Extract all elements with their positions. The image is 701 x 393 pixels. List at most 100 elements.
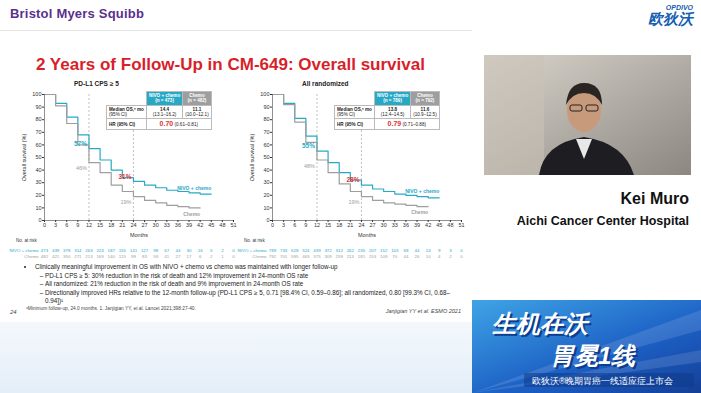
- svg-text:439: 439: [313, 248, 321, 253]
- svg-text:24: 24: [130, 222, 136, 228]
- svg-text:70: 70: [392, 254, 397, 259]
- svg-text:482: 482: [41, 254, 49, 259]
- svg-text:473: 473: [41, 248, 49, 253]
- svg-text:109: 109: [380, 254, 388, 259]
- svg-text:41: 41: [164, 254, 169, 259]
- svg-text:42: 42: [425, 222, 431, 228]
- svg-text:40: 40: [263, 167, 269, 173]
- svg-text:263: 263: [85, 248, 93, 253]
- svg-text:42: 42: [197, 222, 203, 228]
- svg-text:27: 27: [175, 254, 180, 259]
- svg-text:21: 21: [119, 222, 125, 228]
- svg-text:Chemo: Chemo: [252, 254, 267, 259]
- svg-text:90: 90: [35, 104, 41, 110]
- svg-text:309: 309: [324, 254, 332, 259]
- svg-text:6: 6: [293, 222, 296, 228]
- svg-text:30: 30: [187, 248, 192, 253]
- svg-text:16: 16: [198, 248, 203, 253]
- svg-text:50: 50: [263, 154, 269, 160]
- svg-text:28%: 28%: [346, 176, 359, 183]
- svg-text:99: 99: [131, 254, 136, 259]
- svg-text:44: 44: [175, 248, 180, 253]
- svg-text:36: 36: [175, 222, 181, 228]
- svg-text:Chemo: Chemo: [183, 211, 200, 217]
- svg-text:67: 67: [164, 248, 169, 253]
- svg-text:789: 789: [269, 248, 277, 253]
- svg-text:100: 100: [32, 91, 41, 97]
- svg-text:235: 235: [358, 248, 366, 253]
- svg-text:0: 0: [43, 222, 46, 228]
- svg-text:Months: Months: [130, 232, 148, 238]
- svg-text:314: 314: [74, 248, 82, 253]
- svg-text:792: 792: [269, 254, 277, 259]
- svg-text:6: 6: [65, 222, 68, 228]
- svg-text:44: 44: [415, 248, 420, 253]
- svg-text:421: 421: [52, 254, 60, 259]
- svg-text:31%: 31%: [118, 173, 131, 180]
- svg-text:0: 0: [38, 217, 41, 223]
- svg-text:NIVO + chemo: NIVO + chemo: [238, 248, 267, 253]
- svg-text:21: 21: [347, 222, 353, 228]
- svg-text:Overall survival (%): Overall survival (%): [249, 134, 255, 182]
- svg-text:Months: Months: [358, 232, 376, 238]
- svg-text:0: 0: [232, 248, 235, 253]
- svg-text:80: 80: [35, 116, 41, 122]
- svg-text:45: 45: [208, 222, 214, 228]
- svg-text:80: 80: [263, 116, 269, 122]
- svg-text:55%: 55%: [302, 142, 315, 149]
- svg-text:375: 375: [313, 254, 321, 259]
- svg-text:439: 439: [52, 248, 60, 253]
- svg-text:2: 2: [221, 248, 224, 253]
- svg-text:27: 27: [141, 222, 147, 228]
- svg-text:115: 115: [119, 254, 127, 259]
- svg-text:9: 9: [76, 222, 79, 228]
- svg-text:Chemo: Chemo: [24, 254, 39, 259]
- svg-text:10: 10: [35, 205, 41, 211]
- svg-text:140: 140: [108, 254, 116, 259]
- svg-text:0: 0: [460, 248, 463, 253]
- svg-text:57%: 57%: [74, 140, 87, 147]
- svg-text:33: 33: [164, 222, 170, 228]
- svg-text:20: 20: [263, 192, 269, 198]
- svg-text:262: 262: [347, 248, 355, 253]
- svg-text:30: 30: [153, 222, 159, 228]
- svg-text:0: 0: [271, 222, 274, 228]
- svg-text:45: 45: [436, 222, 442, 228]
- svg-text:60: 60: [35, 142, 41, 148]
- svg-text:155: 155: [119, 248, 127, 253]
- svg-text:68: 68: [403, 248, 408, 253]
- svg-text:30: 30: [381, 222, 387, 228]
- svg-text:213: 213: [347, 254, 355, 259]
- svg-text:10: 10: [426, 254, 431, 259]
- svg-text:Chemo: Chemo: [411, 209, 428, 215]
- svg-text:19%: 19%: [120, 199, 131, 205]
- svg-text:48%: 48%: [304, 163, 315, 169]
- svg-text:2: 2: [210, 254, 213, 259]
- svg-text:51: 51: [458, 222, 464, 228]
- svg-text:103: 103: [391, 248, 399, 253]
- svg-text:36: 36: [403, 222, 409, 228]
- svg-text:59: 59: [153, 254, 158, 259]
- svg-text:181: 181: [358, 254, 366, 259]
- svg-text:127: 127: [141, 248, 149, 253]
- svg-text:39: 39: [414, 222, 420, 228]
- svg-text:207: 207: [369, 248, 377, 253]
- svg-text:153: 153: [369, 254, 377, 259]
- svg-text:100: 100: [260, 91, 269, 97]
- svg-text:733: 733: [280, 248, 288, 253]
- svg-text:46%: 46%: [76, 165, 87, 171]
- svg-text:51: 51: [230, 222, 236, 228]
- svg-text:50: 50: [35, 154, 41, 160]
- svg-text:10: 10: [263, 205, 269, 211]
- svg-text:26: 26: [415, 254, 420, 259]
- svg-text:350: 350: [63, 254, 71, 259]
- svg-text:12: 12: [314, 222, 320, 228]
- svg-text:18: 18: [108, 222, 114, 228]
- svg-text:18: 18: [336, 222, 342, 228]
- svg-text:312: 312: [336, 248, 344, 253]
- svg-text:223: 223: [96, 248, 104, 253]
- svg-text:20: 20: [35, 192, 41, 198]
- svg-text:3: 3: [54, 222, 57, 228]
- svg-text:24: 24: [358, 222, 364, 228]
- svg-text:152: 152: [380, 248, 388, 253]
